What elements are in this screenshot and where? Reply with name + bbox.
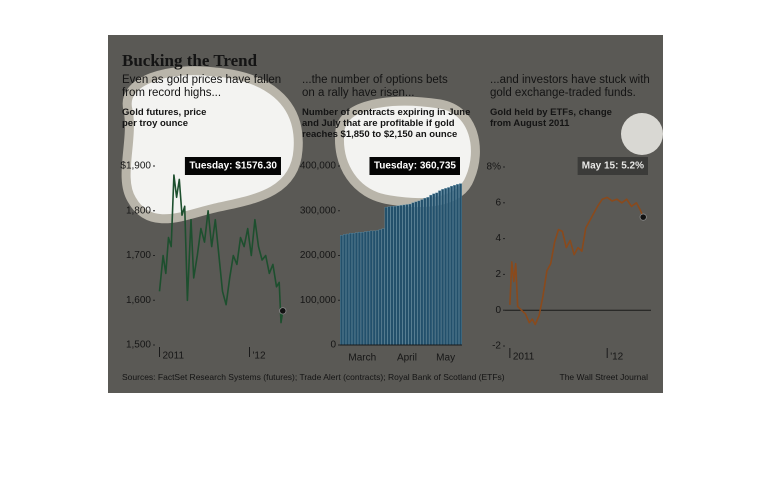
bar	[450, 185, 453, 346]
bar	[366, 231, 370, 346]
bar	[346, 233, 349, 346]
x-tick-label: '12	[253, 351, 266, 362]
bar	[426, 197, 430, 346]
bar	[369, 230, 373, 346]
x-tick-label: 2011	[513, 352, 535, 363]
x-tick-label: 2011	[163, 351, 185, 362]
bar	[411, 202, 415, 346]
bar	[354, 232, 358, 346]
bar	[405, 204, 409, 346]
axis-label: Number of contracts expiring in June and…	[302, 107, 471, 140]
line-series	[158, 174, 284, 324]
bar	[414, 201, 418, 346]
bar	[393, 206, 397, 346]
bar	[381, 228, 385, 346]
x-tick-label: '12	[610, 352, 623, 363]
bar	[417, 200, 421, 346]
y-tick-label: 100,000	[300, 295, 337, 306]
bar	[444, 188, 448, 346]
y-tick-label: 4	[495, 233, 501, 244]
annotation: Tuesday: $1576.30	[189, 161, 277, 172]
x-tick-label: April	[397, 353, 417, 364]
highlight-blob	[121, 66, 303, 224]
bar	[402, 204, 406, 346]
y-tick-label: $1,900	[120, 161, 151, 172]
y-tick-label: 300,000	[300, 205, 337, 216]
end-marker	[279, 307, 287, 315]
bar	[372, 230, 376, 346]
y-tick-label: 8%	[487, 162, 502, 173]
bar	[378, 229, 382, 346]
bar	[357, 232, 361, 346]
highlight-blob	[621, 113, 663, 155]
annotation: Tuesday: 360,735	[374, 161, 457, 172]
bar	[456, 184, 459, 346]
annotation: May 15: 5.2%	[582, 161, 644, 172]
bar	[459, 183, 462, 346]
axis-label: Gold held by ETFs, change from August 20…	[490, 107, 612, 129]
bar	[423, 198, 427, 346]
bar	[453, 185, 456, 346]
y-tick-label: -2	[492, 341, 501, 352]
bar	[351, 232, 355, 346]
annotation-box	[184, 157, 281, 175]
bar	[408, 203, 412, 346]
bar	[432, 193, 436, 346]
y-tick-label: 1,800	[126, 205, 151, 216]
highlight-blob	[334, 96, 480, 208]
y-tick-label: 0	[495, 305, 501, 316]
y-tick-label: 1,600	[126, 295, 151, 306]
y-tick-label: 1,500	[126, 340, 151, 351]
bar	[390, 206, 394, 346]
bar	[375, 230, 379, 346]
bar	[363, 231, 367, 346]
bar	[387, 206, 391, 346]
axis-label: Gold futures, price per troy ounce	[122, 107, 207, 129]
credit: The Wall Street Journal	[559, 372, 649, 382]
bar	[396, 205, 400, 346]
bar	[360, 232, 364, 346]
bar	[429, 194, 433, 346]
annotation-box	[577, 157, 648, 175]
title: Bucking the Trend	[122, 51, 258, 70]
bar	[447, 187, 451, 346]
y-tick-label: 200,000	[300, 250, 337, 261]
end-marker	[639, 213, 647, 221]
bar	[438, 190, 442, 346]
subtitle: ...and investors have stuck with gold ex…	[490, 74, 650, 100]
y-tick-label: 6	[495, 197, 501, 208]
subtitle: Even as gold prices have fallen from rec…	[122, 74, 282, 100]
y-tick-label: 1,700	[126, 250, 151, 261]
x-tick-label: May	[436, 353, 455, 364]
bar	[384, 207, 388, 346]
bar	[441, 189, 445, 346]
bar	[399, 205, 403, 346]
bar	[343, 234, 346, 346]
bar	[420, 199, 424, 346]
bar	[349, 232, 352, 346]
y-tick-label: 0	[330, 340, 336, 351]
bar	[435, 192, 439, 346]
subtitle: ...the number of options bets on a rally…	[302, 74, 448, 100]
source-note: Sources: FactSet Research Systems (futur…	[122, 372, 505, 382]
annotation-box	[369, 157, 460, 175]
bar	[340, 235, 343, 346]
y-tick-label: 2	[495, 269, 501, 280]
x-tick-label: March	[348, 353, 376, 364]
y-tick-label: 400,000	[300, 161, 337, 172]
line-series	[509, 196, 644, 326]
